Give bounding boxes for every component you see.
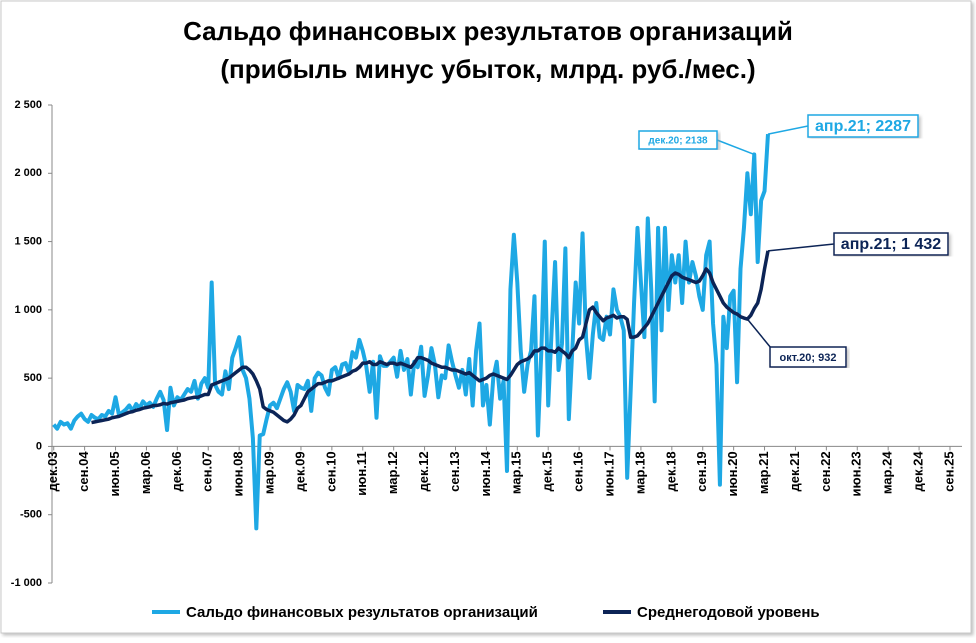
- legend-label: Сальдо финансовых результатов организаци…: [186, 604, 538, 621]
- y-tick-label: 2 500: [14, 99, 42, 111]
- annotation-label: апр.21; 1 432: [841, 236, 941, 253]
- x-tick-label: дек.18: [663, 451, 678, 491]
- y-tick-label: -1 000: [11, 577, 42, 589]
- x-tick-label: июн.17: [601, 451, 616, 496]
- annotation-box: [769, 346, 847, 368]
- annotation-label: окт.20; 932: [779, 352, 836, 364]
- y-tick-label: -500: [20, 509, 42, 521]
- x-tick-label: сен.04: [76, 451, 91, 492]
- annotation-box: [807, 114, 919, 138]
- annotation-box: [833, 232, 949, 256]
- series-line: [91, 250, 770, 425]
- x-tick-label: июн.05: [107, 451, 122, 496]
- x-tick-label: дек.21: [787, 451, 802, 491]
- x-tick-label: сен.07: [200, 451, 215, 491]
- x-tick-label: сен.16: [571, 451, 586, 491]
- x-tick-label: дек.15: [540, 451, 555, 491]
- x-tick-label: мар.06: [138, 451, 153, 494]
- x-tick-label: сен.19: [694, 451, 709, 491]
- series-line: [52, 133, 770, 531]
- annotation-label: дек.20; 2138: [648, 136, 708, 147]
- annotation-box: [638, 130, 718, 150]
- annotation-leader: [716, 139, 755, 156]
- x-tick-label: июн.11: [354, 451, 369, 495]
- x-tick-label: мар.12: [385, 451, 400, 494]
- y-tick-label: 2 000: [14, 167, 42, 179]
- legend-label: Среднегодовой уровень: [637, 604, 820, 621]
- x-tick-label: июн.14: [478, 451, 493, 497]
- x-tick-label: мар.24: [880, 451, 895, 494]
- x-tick-label: дек.24: [911, 451, 926, 492]
- chart-title: Сальдо финансовых результатов организаци…: [183, 16, 793, 46]
- y-tick-label: 500: [24, 372, 42, 384]
- annotation-leader: [767, 243, 835, 252]
- annotation-label: апр.21; 2287: [815, 118, 911, 135]
- x-tick-label: мар.18: [632, 451, 647, 494]
- y-tick-label: 0: [36, 440, 42, 452]
- x-tick-label: мар.15: [509, 451, 524, 494]
- x-tick-label: июн.08: [231, 451, 246, 496]
- x-tick-label: сен.10: [323, 451, 338, 491]
- x-tick-label: дек.06: [169, 451, 184, 491]
- x-tick-label: сен.22: [818, 451, 833, 491]
- y-tick-label: 1 000: [14, 304, 42, 316]
- y-tick-label: 1 500: [14, 235, 42, 247]
- annotation-leader: [746, 318, 772, 349]
- x-tick-label: мар.21: [756, 451, 771, 494]
- x-tick-label: дек.12: [416, 451, 431, 491]
- x-tick-label: сен.25: [941, 451, 956, 491]
- annotation-leader: [767, 125, 809, 135]
- x-tick-label: дек.09: [292, 451, 307, 491]
- x-tick-label: сен.13: [447, 451, 462, 491]
- x-tick-label: июн.23: [849, 451, 864, 496]
- chart-subtitle: (прибыль минус убыток, млрд. руб./мес.): [220, 54, 755, 84]
- x-tick-label: июн.20: [725, 451, 740, 496]
- x-tick-label: мар.09: [261, 451, 276, 494]
- x-tick-label: дек.03: [45, 451, 60, 491]
